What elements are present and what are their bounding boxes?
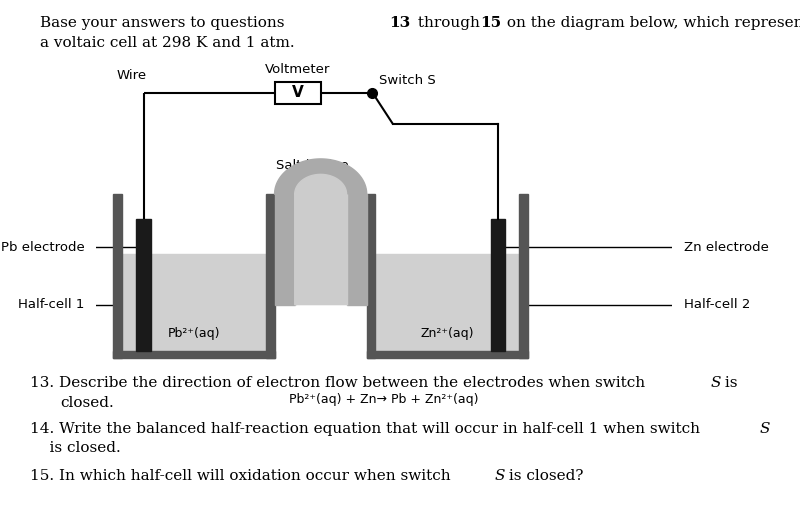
Text: through: through — [413, 16, 485, 30]
Text: V: V — [292, 85, 303, 100]
Text: 15. In which half-cell will oxidation occur when switch: 15. In which half-cell will oxidation oc… — [30, 469, 456, 483]
Text: Half-cell 1: Half-cell 1 — [18, 298, 85, 311]
Text: 13. Describe the direction of electron flow between the electrodes when switch: 13. Describe the direction of electron f… — [30, 376, 650, 390]
Text: a voltaic cell at 298 K and 1 atm.: a voltaic cell at 298 K and 1 atm. — [40, 36, 294, 50]
Text: S: S — [710, 376, 721, 390]
Bar — [136, 218, 150, 351]
Text: Voltmeter: Voltmeter — [265, 63, 330, 76]
Text: Base your answers to questions: Base your answers to questions — [40, 16, 290, 30]
Text: is: is — [720, 376, 738, 390]
Polygon shape — [274, 159, 366, 194]
Polygon shape — [294, 175, 346, 304]
Bar — [114, 351, 274, 357]
Text: closed.: closed. — [60, 396, 114, 409]
Text: 14. Write the balanced half-reaction equation that will occur in half-cell 1 whe: 14. Write the balanced half-reaction equ… — [30, 422, 706, 436]
Text: S: S — [760, 422, 770, 436]
Text: 15: 15 — [480, 16, 501, 30]
Text: Half-cell 2: Half-cell 2 — [683, 298, 750, 311]
Text: Wire: Wire — [117, 68, 147, 82]
Text: S: S — [494, 469, 505, 483]
Text: Salt bridge: Salt bridge — [276, 159, 348, 172]
Bar — [266, 194, 274, 357]
Text: Switch S: Switch S — [379, 74, 436, 88]
Bar — [122, 254, 266, 351]
Text: is closed?: is closed? — [504, 469, 583, 483]
Text: Zn²⁺(aq): Zn²⁺(aq) — [421, 327, 474, 340]
Bar — [375, 254, 519, 351]
Bar — [519, 194, 528, 357]
Bar — [114, 194, 122, 357]
Text: Zn electrode: Zn electrode — [683, 241, 768, 254]
Text: Pb electrode: Pb electrode — [1, 241, 85, 254]
Bar — [274, 194, 294, 304]
Bar — [366, 351, 528, 357]
Text: Pb²⁺(aq) + Zn→ Pb + Zn²⁺(aq): Pb²⁺(aq) + Zn→ Pb + Zn²⁺(aq) — [290, 393, 478, 406]
Text: 13: 13 — [389, 16, 410, 30]
Text: on the diagram below, which represents: on the diagram below, which represents — [502, 16, 800, 30]
Text: Pb²⁺(aq): Pb²⁺(aq) — [168, 327, 220, 340]
Text: is closed.: is closed. — [30, 441, 121, 455]
Bar — [346, 194, 366, 304]
Bar — [490, 218, 505, 351]
Bar — [274, 82, 321, 104]
Bar — [366, 194, 375, 357]
